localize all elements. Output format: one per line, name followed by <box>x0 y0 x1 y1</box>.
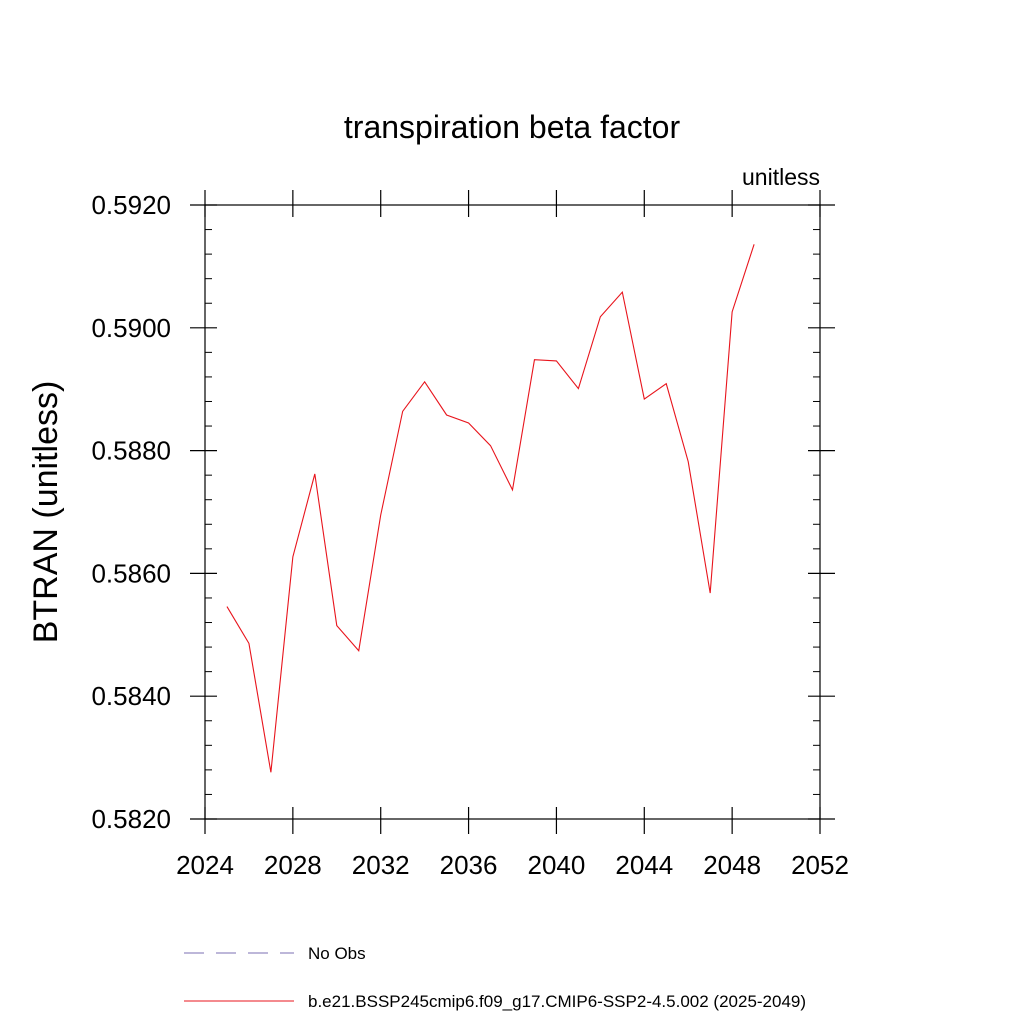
x-tick-label: 2040 <box>528 850 586 880</box>
y-axis-label: BTRAN (unitless) <box>27 381 65 644</box>
series-line <box>226 244 755 773</box>
units-label: unitless <box>742 164 820 190</box>
chart-title: transpiration beta factor <box>344 109 681 145</box>
legend: No Obs b.e21.BSSP245cmip6.f09_g17.CMIP6-S… <box>184 944 806 1011</box>
y-tick-label: 0.5840 <box>91 681 171 711</box>
x-tick-label: 2036 <box>440 850 498 880</box>
x-tick-label: 2024 <box>176 850 234 880</box>
y-tick-label: 0.5900 <box>91 313 171 343</box>
y-tick-label: 0.5820 <box>91 804 171 834</box>
x-tick-label: 2032 <box>352 850 410 880</box>
y-tick-label: 0.5860 <box>91 558 171 588</box>
x-tick-label: 2052 <box>791 850 849 880</box>
legend-label: No Obs <box>308 944 366 963</box>
x-tick-label: 2048 <box>703 850 761 880</box>
y-tick-label: 0.5880 <box>91 436 171 466</box>
x-tick-label: 2028 <box>264 850 322 880</box>
x-tick-label: 2044 <box>615 850 673 880</box>
axis-tick-labels: 2024 2028 2032 2036 2040 2044 2048 2052 0.5820 0.… <box>91 190 848 880</box>
y-tick-label: 0.5920 <box>91 190 171 220</box>
axis-ticks <box>190 190 835 834</box>
series-lines <box>226 244 755 773</box>
legend-label: b.e21.BSSP245cmip6.f09_g17.CMIP6-SSP2-4.… <box>308 992 806 1011</box>
plot-frame <box>204 204 821 820</box>
